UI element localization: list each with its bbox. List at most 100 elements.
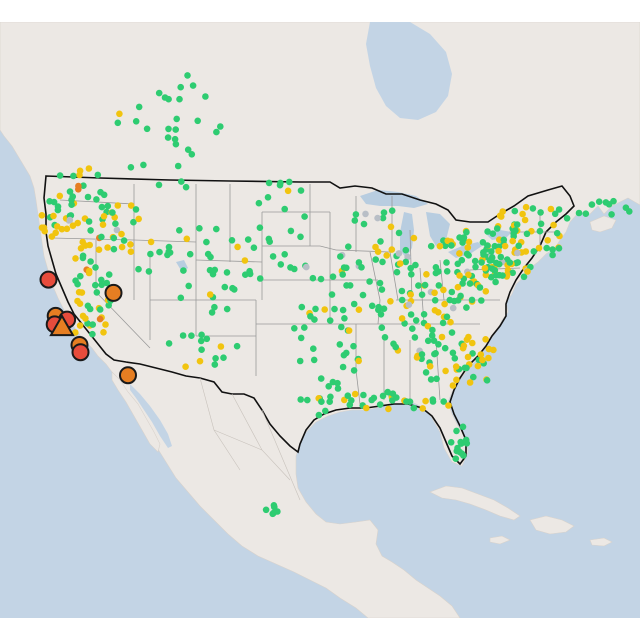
station-dot[interactable] <box>445 402 452 409</box>
station-dot[interactable] <box>595 198 603 205</box>
station-dot[interactable] <box>427 376 435 383</box>
station-dot[interactable] <box>337 253 344 260</box>
station-dot[interactable] <box>79 238 86 246</box>
station-dot[interactable] <box>155 181 163 189</box>
station-dot[interactable] <box>96 306 104 313</box>
station-dot[interactable] <box>380 209 388 216</box>
station-dot[interactable] <box>529 205 537 212</box>
station-dot[interactable] <box>46 198 53 205</box>
station-dot[interactable] <box>453 427 460 435</box>
station-dot[interactable] <box>412 261 419 269</box>
station-dot[interactable] <box>521 216 529 224</box>
station-dot[interactable] <box>80 182 87 189</box>
station-dot[interactable] <box>454 444 461 452</box>
station-dot[interactable] <box>72 277 79 285</box>
station-circle-marker[interactable] <box>104 283 123 302</box>
station-dot[interactable] <box>54 206 62 214</box>
station-dot[interactable] <box>310 345 317 353</box>
station-dot[interactable] <box>325 383 333 390</box>
station-dot[interactable] <box>360 220 368 228</box>
station-dot[interactable] <box>184 72 191 79</box>
station-dot[interactable] <box>480 251 487 258</box>
station-dot[interactable] <box>459 423 467 431</box>
station-dot[interactable] <box>499 272 506 279</box>
station-dot[interactable] <box>482 288 490 295</box>
station-dot[interactable] <box>476 284 484 291</box>
station-dot[interactable] <box>255 199 263 207</box>
station-dot[interactable] <box>547 205 555 213</box>
station-dot[interactable] <box>286 178 293 186</box>
station-dot[interactable] <box>448 242 455 249</box>
station-dot[interactable] <box>405 301 413 309</box>
station-dot[interactable] <box>395 229 403 237</box>
station-dot[interactable] <box>143 125 151 133</box>
station-dot[interactable] <box>555 245 563 252</box>
station-dot[interactable] <box>75 288 83 296</box>
station-dot[interactable] <box>469 339 476 347</box>
station-dot[interactable] <box>440 286 447 294</box>
station-dot[interactable] <box>351 217 359 224</box>
station-dot[interactable] <box>398 296 406 304</box>
station-dot[interactable] <box>317 275 325 283</box>
station-dot[interactable] <box>393 268 401 276</box>
station-circle-marker[interactable] <box>119 366 137 385</box>
station-dot[interactable] <box>439 319 447 327</box>
station-dot[interactable] <box>430 337 438 345</box>
station-dot[interactable] <box>511 207 519 215</box>
station-dot[interactable] <box>410 234 418 242</box>
station-dot[interactable] <box>116 110 123 118</box>
station-dot[interactable] <box>53 223 61 230</box>
station-dot[interactable] <box>463 304 470 311</box>
station-dot[interactable] <box>185 282 192 290</box>
station-dot[interactable] <box>622 204 630 211</box>
station-dot[interactable] <box>220 354 227 362</box>
station-dot[interactable] <box>385 405 392 413</box>
station-dot[interactable] <box>465 271 472 279</box>
station-dot[interactable] <box>563 215 571 222</box>
station-dot[interactable] <box>510 230 517 237</box>
station-dot[interactable] <box>94 171 102 179</box>
station-dot[interactable] <box>113 226 121 234</box>
station-dot[interactable] <box>155 89 163 97</box>
station-dot[interactable] <box>127 241 134 248</box>
station-dot[interactable] <box>381 334 389 341</box>
station-dot[interactable] <box>456 250 463 257</box>
station-dot[interactable] <box>328 291 336 298</box>
station-dot[interactable] <box>408 271 415 278</box>
station-dot[interactable] <box>211 361 219 368</box>
station-dot[interactable] <box>355 259 363 266</box>
station-dot[interactable] <box>196 357 204 365</box>
station-dot[interactable] <box>588 201 596 208</box>
station-dot[interactable] <box>537 220 545 228</box>
station-dot[interactable] <box>110 245 118 253</box>
station-dot[interactable] <box>165 340 173 347</box>
station-dot[interactable] <box>114 119 122 127</box>
station-dot[interactable] <box>602 199 610 206</box>
station-dot[interactable] <box>359 291 367 299</box>
station-dot[interactable] <box>127 164 135 171</box>
aqi-map[interactable] <box>0 22 640 618</box>
station-dot[interactable] <box>110 234 118 242</box>
station-dot[interactable] <box>478 297 485 304</box>
station-dot[interactable] <box>441 300 448 308</box>
station-dot[interactable] <box>207 253 214 261</box>
station-dot[interactable] <box>244 236 252 243</box>
station-dot[interactable] <box>99 221 107 228</box>
station-dot[interactable] <box>147 238 155 246</box>
station-dot[interactable] <box>339 271 347 278</box>
station-dot[interactable] <box>100 329 107 336</box>
station-dot[interactable] <box>89 321 96 328</box>
station-dot[interactable] <box>543 244 550 252</box>
station-dot[interactable] <box>610 197 617 205</box>
station-dot[interactable] <box>301 324 308 331</box>
station-dot[interactable] <box>179 332 187 339</box>
station-dot[interactable] <box>484 242 491 249</box>
station-dot[interactable] <box>441 344 449 352</box>
station-dot[interactable] <box>536 227 544 235</box>
station-dot[interactable] <box>77 272 84 280</box>
station-dot[interactable] <box>422 369 430 376</box>
station-dot[interactable] <box>183 235 191 243</box>
station-dot[interactable] <box>98 276 105 284</box>
station-dot[interactable] <box>379 392 387 400</box>
station-dot[interactable] <box>468 296 476 304</box>
